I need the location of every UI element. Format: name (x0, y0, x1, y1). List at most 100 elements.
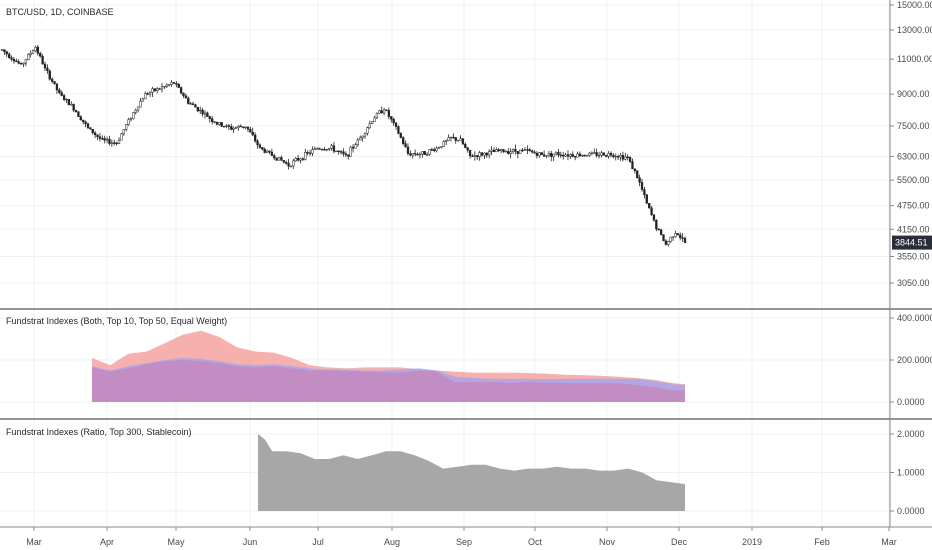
candle-body (416, 153, 419, 156)
candle-body (679, 234, 682, 238)
x-axis-month-label: 2019 (742, 537, 762, 547)
candle-body (62, 95, 66, 100)
candle-body (58, 89, 61, 93)
candle-body (380, 110, 383, 114)
candle-body (569, 154, 572, 157)
candle-body (77, 111, 80, 117)
candle-body (347, 154, 350, 157)
candle-body (172, 82, 176, 84)
candle-body (144, 93, 147, 100)
candle-body (471, 155, 474, 157)
candle-body (129, 118, 133, 120)
candle-body (562, 155, 565, 157)
candle-body (497, 149, 500, 151)
candle-body (456, 140, 460, 142)
candle-body (418, 153, 422, 156)
candle-body (554, 151, 558, 155)
candle-body (533, 151, 536, 154)
candle-body (165, 84, 168, 87)
candle-body (382, 109, 386, 114)
candle-body (96, 134, 99, 137)
candle-body (323, 149, 326, 151)
candle-body (385, 109, 388, 111)
candle-body (239, 125, 242, 128)
candle-body (199, 109, 202, 112)
ratio-tick-label: 0.0000 (897, 506, 925, 516)
candle-body (351, 146, 355, 149)
candle-body (65, 98, 68, 101)
candle-body (633, 168, 636, 171)
candle-body (282, 160, 285, 163)
candle-body (163, 86, 166, 88)
candle-body (356, 139, 359, 146)
candle-body (251, 132, 254, 136)
candle-body (363, 132, 367, 137)
fundstrat-pane[interactable] (92, 330, 685, 402)
candle-body (390, 116, 393, 120)
price-pane[interactable] (0, 44, 687, 247)
candle-body (51, 78, 54, 82)
candle-body (511, 149, 515, 153)
ratio-pane[interactable] (258, 434, 685, 511)
candle-body (631, 161, 634, 170)
candle-body (289, 165, 293, 168)
candle-body (626, 156, 629, 158)
candle-body (86, 123, 90, 128)
candle-body (141, 98, 145, 102)
candle-body (449, 136, 453, 139)
candle-body (301, 158, 305, 160)
candle-body (344, 153, 348, 156)
fundstrat-tick-label: 200.0000 (897, 355, 932, 365)
candle-body (547, 153, 551, 156)
candle-body (265, 150, 269, 153)
candle-body (17, 61, 20, 64)
candle-body (394, 122, 398, 127)
candle-body (196, 107, 199, 112)
candle-body (275, 157, 278, 161)
x-axis-month-label: Sep (456, 537, 472, 547)
candle-body (280, 157, 283, 161)
candle-body (452, 136, 455, 139)
candle-body (531, 150, 534, 153)
candle-body (201, 109, 204, 115)
candle-body (122, 129, 125, 135)
candle-body (564, 154, 567, 157)
candle-body (160, 86, 164, 90)
candle-body (74, 110, 78, 113)
candle-body (89, 127, 92, 130)
candle-body (605, 155, 608, 157)
candle-body (24, 59, 28, 64)
candle-body (602, 152, 605, 156)
candle-body (227, 125, 231, 127)
candle-body (535, 152, 539, 156)
candle-body (320, 148, 324, 151)
candle-body (158, 88, 161, 90)
candle-body (492, 149, 496, 153)
candle-body (187, 97, 190, 104)
candle-body (93, 132, 97, 136)
pane-title-fundstrat: Fundstrat Indexes (Both, Top 10, Top 50,… (6, 316, 227, 326)
candle-body (117, 139, 121, 144)
candle-body (36, 46, 39, 54)
price-tick-label: 4750.00 (897, 201, 930, 211)
candle-body (595, 152, 598, 156)
candle-body (476, 155, 479, 158)
candle-body (175, 83, 178, 85)
candle-body (22, 62, 25, 65)
candle-body (545, 155, 548, 157)
candle-body (120, 133, 123, 141)
candle-body (177, 84, 180, 88)
candle-body (230, 126, 233, 130)
candle-body (203, 112, 207, 115)
candle-body (273, 155, 276, 159)
candle-body (612, 154, 615, 157)
pane-title-price: BTC/USD, 1D, COINBASE (6, 7, 114, 17)
candle-body (683, 237, 687, 243)
candle-body (91, 128, 94, 134)
candle-body (399, 133, 402, 138)
candle-body (339, 151, 343, 153)
candle-body (528, 149, 531, 152)
pane-title-ratio: Fundstrat Indexes (Ratio, Top 300, Stabl… (6, 427, 191, 437)
candle-body (53, 81, 56, 84)
